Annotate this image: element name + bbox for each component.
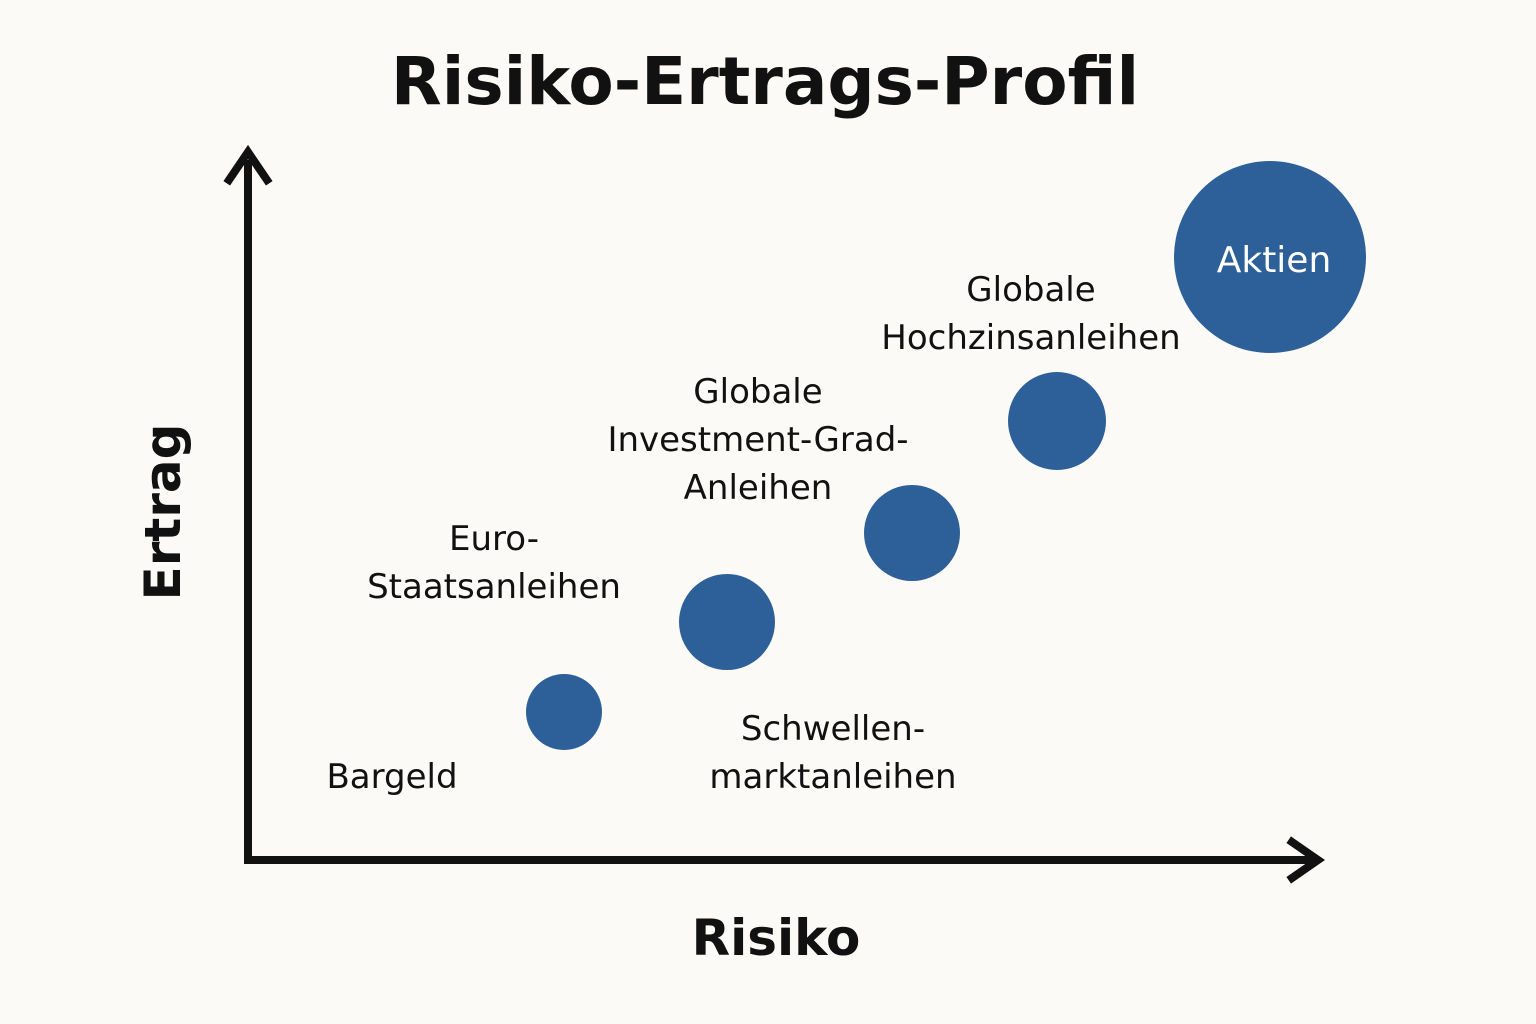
y-axis-arrow: [223, 144, 273, 186]
x-axis-title: Risiko: [692, 909, 861, 967]
point-label-line: Euro-: [449, 519, 539, 559]
chart-title: Risiko-Ertrags-Profil: [391, 43, 1139, 120]
point-label-6: Aktien: [1217, 240, 1332, 281]
point-label-line: Investment-Grad-: [607, 420, 908, 460]
point-label-line: marktanleihen: [709, 757, 956, 797]
point-label-3: Schwellen-marktanleihen: [709, 709, 956, 797]
bubble-5: [1174, 161, 1366, 353]
point-label-line: Aktien: [1217, 240, 1332, 281]
bubble-1: [526, 674, 602, 750]
point-label-line: Hochzinsanleihen: [881, 318, 1180, 358]
bubble-3: [864, 485, 960, 581]
y-axis: [223, 144, 273, 860]
point-label-line: Anleihen: [684, 468, 833, 508]
data-points: Bargeld Euro- Staatsanleihen Schwellen-mark…: [326, 161, 1366, 797]
point-label-1: Bargeld: [326, 757, 457, 797]
x-axis-arrow: [1286, 836, 1326, 884]
x-axis: [244, 836, 1326, 884]
bubble-4: [1008, 372, 1106, 470]
point-label-line: Globale: [693, 372, 822, 412]
point-label-line: Globale: [966, 270, 1095, 310]
point-label-2: Euro- Staatsanleihen: [367, 519, 621, 607]
point-label-5: Globale Hochzinsanleihen: [881, 270, 1180, 358]
point-label-line: Schwellen-: [741, 709, 925, 749]
point-label-line: Bargeld: [326, 757, 457, 797]
bubble-2: [679, 574, 775, 670]
point-label-line: Staatsanleihen: [367, 567, 621, 607]
point-label-4: Globale Investment-Grad- Anleihen: [607, 372, 908, 508]
y-axis-title: Ertrag: [134, 424, 192, 601]
